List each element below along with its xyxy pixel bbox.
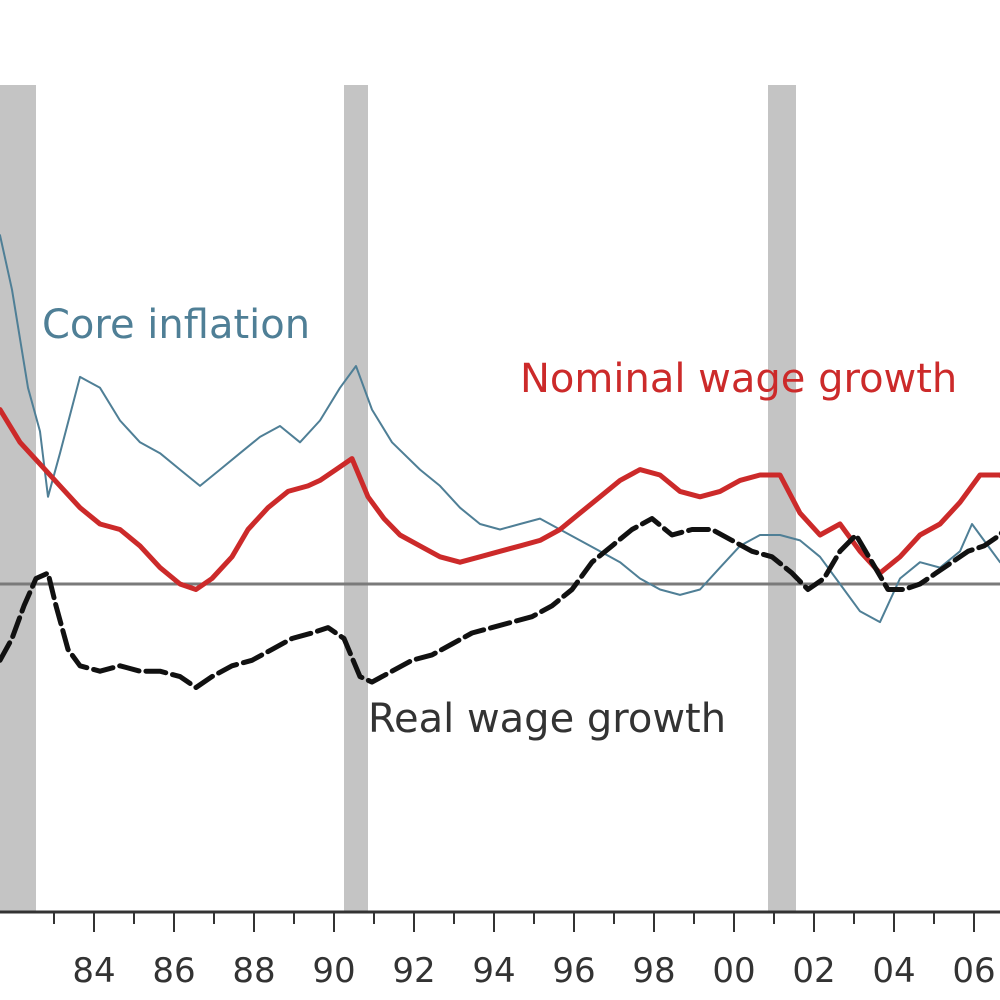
x-tick-label-04: 04	[872, 951, 915, 991]
x-tick-label-06: 06	[952, 951, 995, 991]
x-tick-label-86: 86	[152, 951, 195, 991]
nominal-wage-growth-label: Nominal wage growth	[520, 356, 957, 402]
core-inflation-label: Core inflation	[42, 302, 310, 348]
x-tick-label-84: 84	[72, 951, 115, 991]
series-lines	[0, 234, 1000, 690]
core-inflation-line	[0, 234, 1000, 624]
nominal-wage-growth-line	[0, 407, 1000, 592]
recession-band-1	[0, 85, 36, 912]
x-tick-label-94: 94	[472, 951, 515, 991]
real-wage-growth-label: Real wage growth	[368, 696, 726, 742]
x-tick-label-00: 00	[712, 951, 755, 991]
real-wage-growth-line	[0, 516, 1000, 690]
x-axis-ticks: 8486889092949698000204060	[53, 912, 996, 991]
x-tick-label-90: 90	[312, 951, 355, 991]
x-tick-label-88: 88	[232, 951, 275, 991]
x-tick-label-02: 02	[792, 951, 835, 991]
x-tick-label-98: 98	[632, 951, 675, 991]
x-tick-label-96: 96	[552, 951, 595, 991]
recession-bands	[0, 85, 796, 912]
recession-band-2	[344, 85, 368, 912]
x-tick-label-92: 92	[392, 951, 435, 991]
